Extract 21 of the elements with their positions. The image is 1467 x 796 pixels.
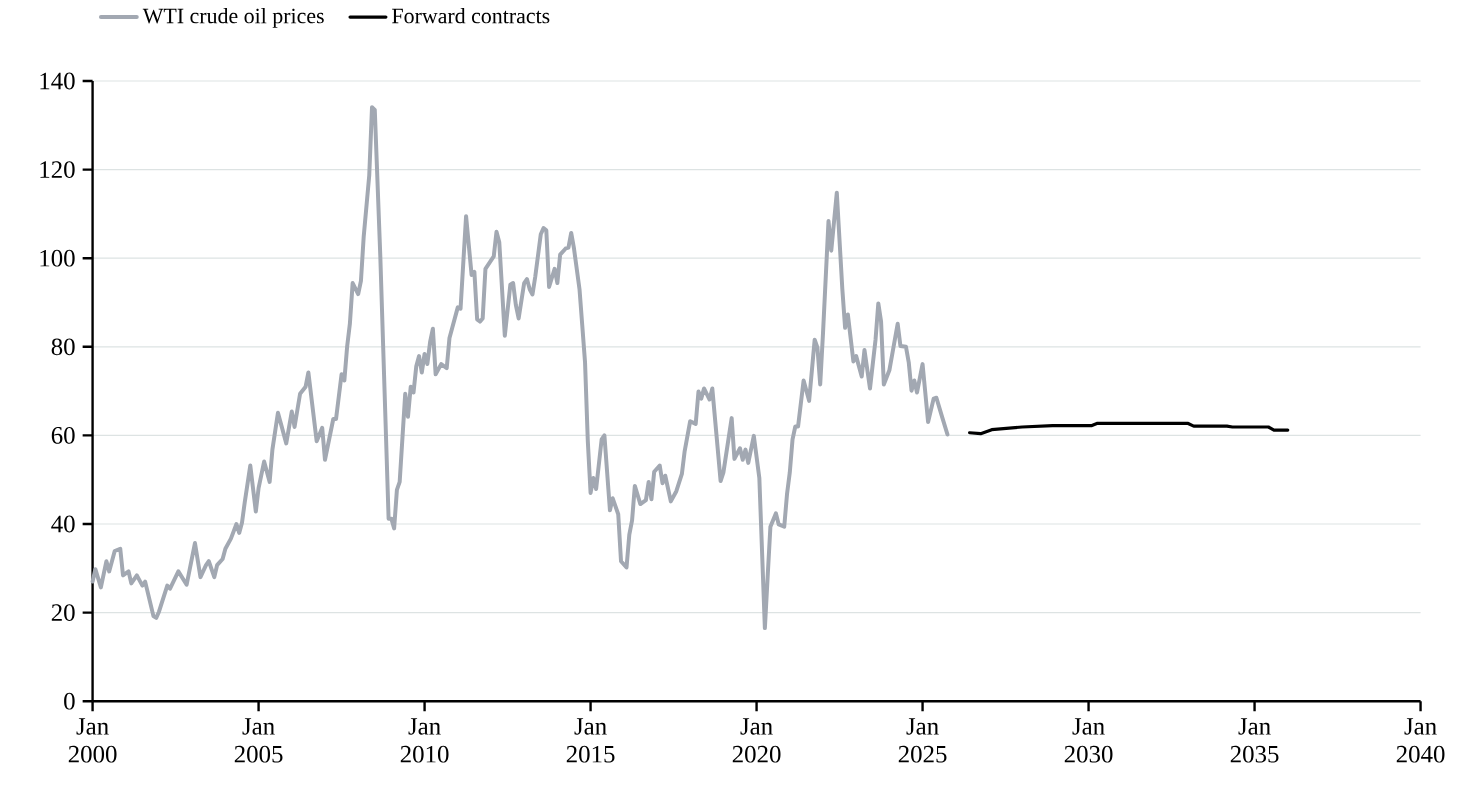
line-series — [968, 421, 1290, 436]
x-tick-label: Jan 2035 — [1230, 718, 1279, 763]
x-tick-label: Jan 2020 — [732, 718, 781, 763]
y-tick-label: 0 — [64, 692, 75, 710]
x-tick-label: Jan 2015 — [566, 718, 615, 763]
x-tick-label: Jan 2005 — [234, 718, 283, 763]
x-tick-label: Jan 2030 — [1064, 718, 1113, 763]
x-tick-label: Jan 2000 — [68, 718, 117, 763]
y-tick-label: 80 — [51, 338, 75, 356]
y-tick-label: 140 — [40, 72, 75, 90]
x-tick-label: Jan 2025 — [898, 718, 947, 763]
x-tick-label: Jan 2010 — [400, 718, 449, 763]
line-series — [90, 105, 950, 631]
y-tick-label: 20 — [51, 604, 75, 622]
legend-label: Forward contracts — [392, 8, 550, 24]
x-tick-label: Jan 2040 — [1396, 718, 1445, 763]
legend-label: WTI crude oil prices — [142, 8, 324, 28]
y-tick-label: 60 — [51, 427, 75, 444]
y-tick-label: 40 — [51, 515, 75, 533]
y-tick-label: 100 — [40, 249, 75, 267]
y-tick-label: 120 — [40, 161, 75, 179]
